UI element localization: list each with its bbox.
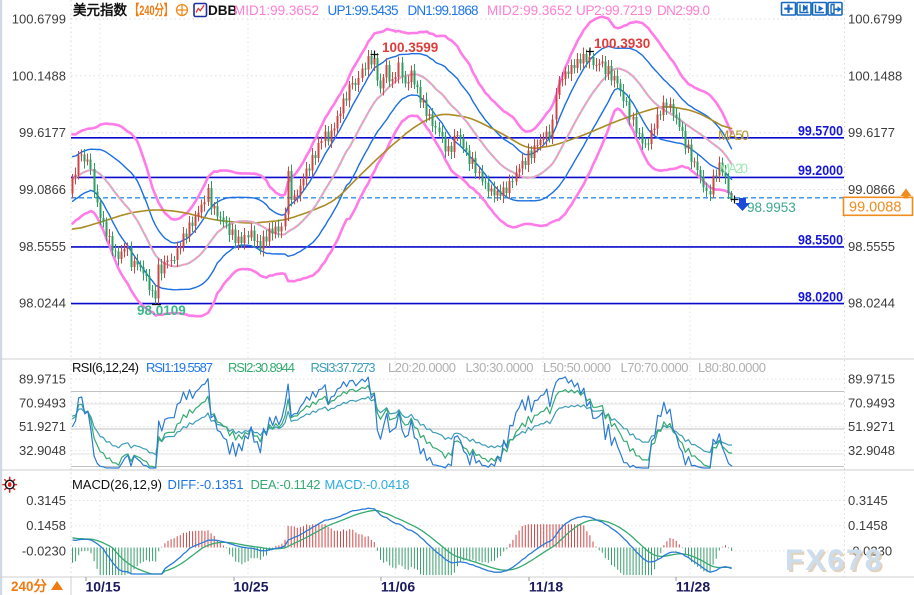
svg-text:100.1488: 100.1488	[848, 68, 902, 83]
svg-text:MACD(26,12,9): MACD(26,12,9)	[72, 477, 162, 492]
svg-text:99.6177: 99.6177	[19, 125, 66, 140]
svg-text:L80:80.0000: L80:80.0000	[698, 360, 766, 375]
svg-text:0.1458: 0.1458	[26, 518, 66, 533]
svg-text:89.9715: 89.9715	[848, 372, 895, 387]
svg-text:89.9715: 89.9715	[19, 372, 66, 387]
svg-text:98.0109: 98.0109	[137, 303, 186, 318]
svg-text:0.3145: 0.3145	[26, 493, 66, 508]
svg-text:0.3145: 0.3145	[848, 493, 888, 508]
svg-text:RSI3:37.7273: RSI3:37.7273	[311, 360, 376, 375]
svg-text:DN2:99.0: DN2:99.0	[657, 3, 710, 18]
svg-text:11/06: 11/06	[381, 579, 415, 595]
svg-text:-0.0230: -0.0230	[848, 543, 892, 558]
svg-text:32.9048: 32.9048	[848, 443, 895, 458]
svg-text:240分: 240分	[11, 578, 47, 594]
svg-text:100.1488: 100.1488	[12, 68, 66, 83]
svg-text:MID2:99.3652: MID2:99.3652	[487, 3, 572, 18]
svg-text:98.0244: 98.0244	[19, 296, 66, 311]
svg-text:10/15: 10/15	[85, 579, 120, 595]
svg-text:UP2:99.7219: UP2:99.7219	[576, 3, 652, 18]
svg-text:98.0200: 98.0200	[798, 289, 843, 304]
svg-text:L20:20.0000: L20:20.0000	[388, 360, 456, 375]
svg-text:99.0088: 99.0088	[849, 199, 901, 215]
svg-text:DBB: DBB	[208, 3, 237, 18]
svg-text:100.3930: 100.3930	[594, 36, 650, 51]
svg-text:98.5555: 98.5555	[19, 239, 66, 254]
svg-text:99.5700: 99.5700	[798, 124, 843, 139]
svg-text:32.9048: 32.9048	[19, 443, 66, 458]
svg-text:98.0244: 98.0244	[848, 296, 895, 311]
svg-text:11/18: 11/18	[529, 579, 563, 595]
svg-text:51.9271: 51.9271	[848, 419, 895, 434]
svg-text:DIFF:-0.1351: DIFF:-0.1351	[168, 477, 244, 492]
svg-text:99.2000: 99.2000	[798, 163, 843, 178]
svg-text:11/28: 11/28	[676, 579, 710, 595]
svg-text:RSI1:19.5587: RSI1:19.5587	[146, 360, 213, 375]
svg-text:DEA:-0.1142: DEA:-0.1142	[251, 477, 321, 492]
svg-text:100.6799: 100.6799	[12, 12, 66, 27]
svg-text:70.9493: 70.9493	[848, 395, 895, 410]
svg-text:98.5500: 98.5500	[798, 233, 843, 248]
svg-text:【240分】: 【240分】	[130, 2, 173, 18]
svg-text:L70:70.0000: L70:70.0000	[621, 360, 689, 375]
svg-text:99.0866: 99.0866	[19, 182, 66, 197]
svg-text:10/25: 10/25	[233, 579, 268, 595]
svg-text:RSI2:30.8944: RSI2:30.8944	[228, 360, 295, 375]
svg-text:UP1:99.5435: UP1:99.5435	[328, 3, 399, 18]
svg-text:100.3599: 100.3599	[382, 40, 438, 55]
svg-text:FX678: FX678	[787, 546, 885, 579]
svg-text:MA50: MA50	[718, 128, 749, 143]
svg-text:L30:30.0000: L30:30.0000	[466, 360, 534, 375]
svg-text:99.0866: 99.0866	[848, 182, 895, 197]
svg-text:RSI(6,12,24): RSI(6,12,24)	[72, 360, 139, 375]
svg-text:98.5555: 98.5555	[848, 239, 895, 254]
svg-text:-0.0230: -0.0230	[22, 543, 66, 558]
svg-text:MA20: MA20	[719, 161, 748, 176]
svg-text:MACD:-0.0418: MACD:-0.0418	[325, 477, 410, 492]
svg-text:100.6799: 100.6799	[848, 12, 902, 27]
svg-text:DN1:99.1868: DN1:99.1868	[408, 3, 479, 18]
svg-text:0.1458: 0.1458	[848, 518, 888, 533]
svg-text:98.9953: 98.9953	[747, 200, 796, 215]
svg-text:FX678: FX678	[785, 544, 883, 577]
svg-text:99.6177: 99.6177	[848, 125, 895, 140]
svg-text:L50:50.0000: L50:50.0000	[543, 360, 611, 375]
svg-text:70.9493: 70.9493	[19, 395, 66, 410]
svg-text:51.9271: 51.9271	[19, 419, 66, 434]
svg-text:美元指数: 美元指数	[73, 2, 128, 18]
svg-text:MID1:99.3652: MID1:99.3652	[234, 3, 319, 18]
